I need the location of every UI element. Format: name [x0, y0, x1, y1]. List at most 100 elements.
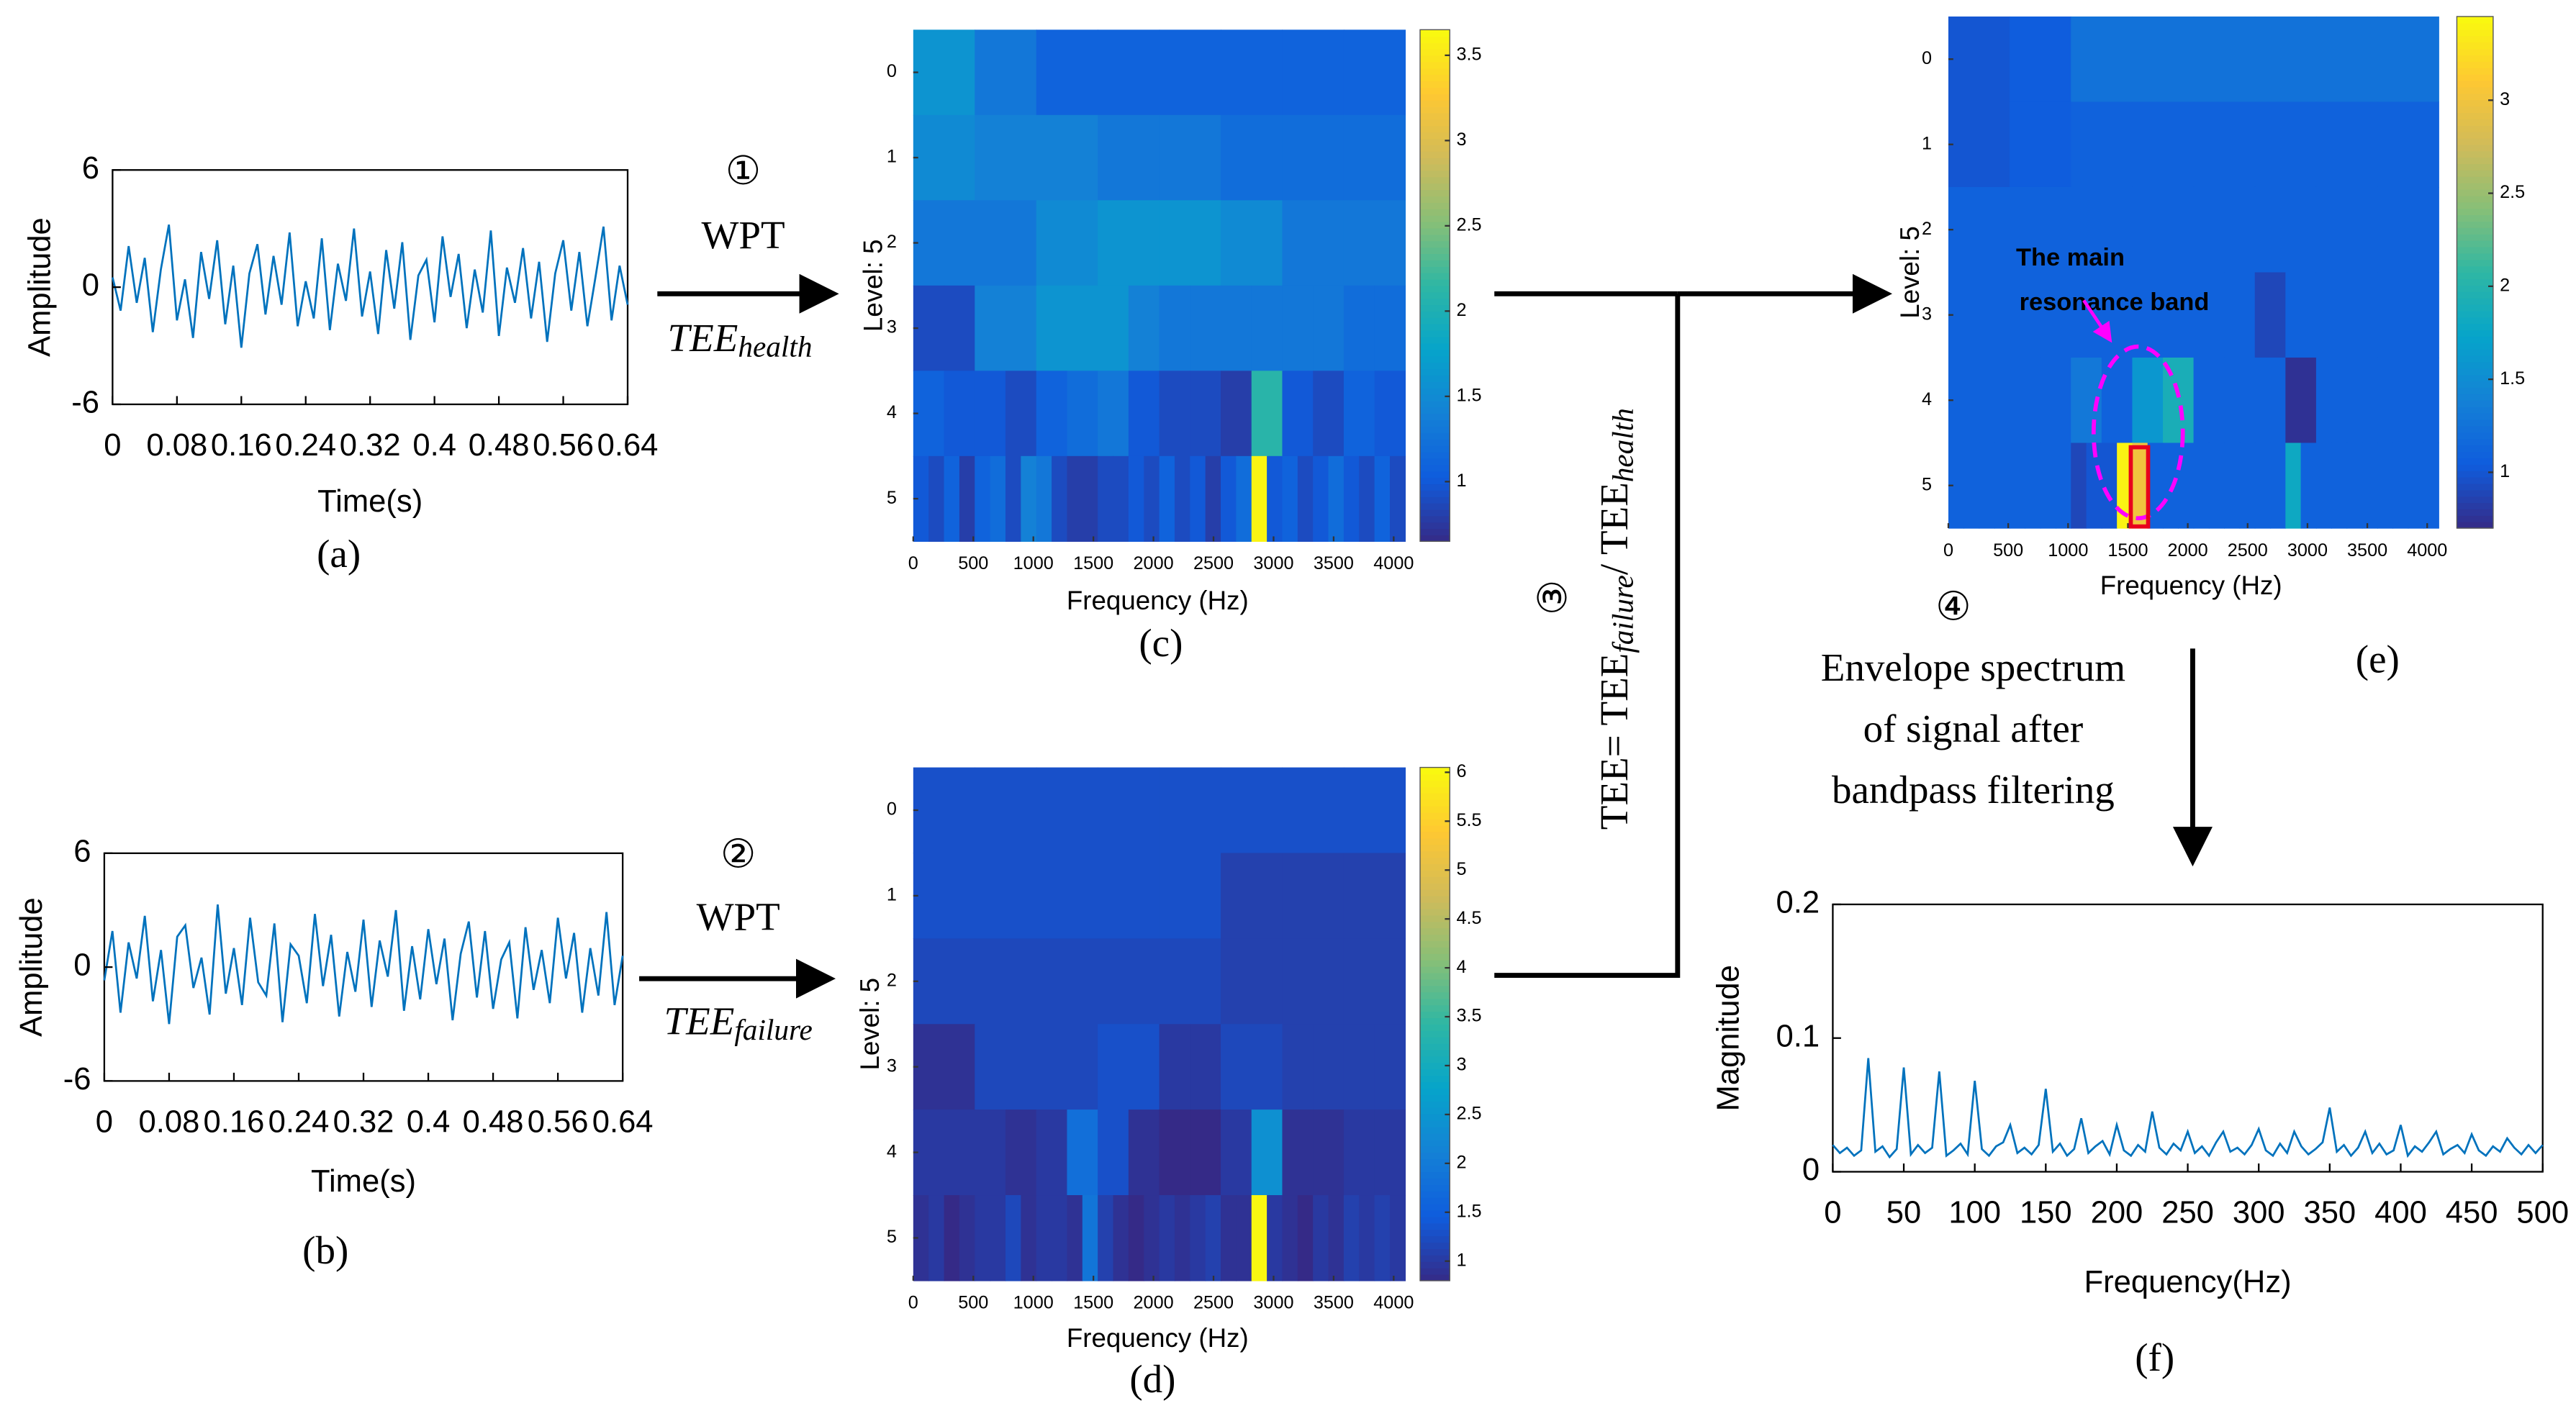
heatmap-cell: [1221, 371, 1252, 457]
colorbar-segment: [2457, 278, 2493, 286]
colorbar-segment: [1419, 1056, 1450, 1063]
y-tick-label: 5: [887, 488, 897, 508]
heatmap-cell: [913, 30, 975, 116]
colorbar-tick-label: 3: [1456, 130, 1466, 150]
y-tick-label: 5: [1922, 474, 1932, 494]
colorbar-segment: [2457, 61, 2493, 68]
heatmap-cell: [1190, 1195, 1206, 1281]
x-tick-label: 0.56: [533, 428, 594, 463]
heatmap-cell: [913, 767, 975, 854]
colorbar-segment: [1419, 1145, 1450, 1153]
heatmap-cell: [1098, 938, 1160, 1025]
heatmap-cell: [2377, 101, 2439, 188]
colorbar-segment: [1419, 1242, 1450, 1250]
colorbar-segment: [1419, 857, 1450, 865]
heatmap-cell: [913, 285, 945, 372]
heatmap-cell: [1994, 442, 2010, 529]
heatmap-cell: [2224, 442, 2241, 529]
heatmap-cell: [1052, 1195, 1068, 1281]
heatmap-cell: [913, 1024, 945, 1110]
heatmap-cell: [1374, 371, 1406, 457]
y-tick-label: 4: [887, 402, 897, 422]
colorbar-segment: [1419, 349, 1450, 357]
highlight-rect: [2128, 445, 2151, 529]
heatmap-cell: [2346, 357, 2378, 444]
heatmap-cell: [2408, 442, 2424, 529]
heatmap-cell: [2010, 101, 2071, 188]
heatmap-cell: [1948, 357, 1980, 444]
heatmap-cell: [913, 455, 929, 543]
colorbar-segment: [1419, 266, 1450, 273]
colorbar-segment: [1419, 1222, 1450, 1230]
heatmap-cell: [2377, 186, 2439, 273]
colorbar-segment: [1419, 786, 1450, 794]
x-tick-label: 0.48: [469, 428, 530, 463]
colorbar-frame: [2456, 16, 2494, 529]
x-tick-label: 0.4: [407, 1105, 451, 1140]
colorbar-segment: [2457, 227, 2493, 235]
heatmap-cell: [975, 853, 1037, 940]
colorbar-segment: [2457, 336, 2493, 343]
colorbar-tick-label: 2: [2500, 276, 2510, 296]
colorbar-segment: [1419, 876, 1450, 884]
colorbar-segment: [1419, 1114, 1450, 1121]
heatmap-cell: [1374, 455, 1391, 543]
colorbar-segment: [1419, 780, 1450, 788]
colorbar-segment: [1419, 793, 1450, 800]
y-tick-label: 6: [73, 834, 91, 868]
heatmap-cell: [1343, 455, 1360, 543]
colorbar-segment: [1419, 240, 1450, 248]
heatmap-cell: [1282, 767, 1345, 854]
colorbar-segment: [1419, 850, 1450, 858]
x-tick-label: 0: [104, 428, 121, 463]
heatmap-cell: [1343, 371, 1375, 457]
colorbar-segment: [1419, 509, 1450, 517]
heatmap-cell: [1174, 455, 1190, 543]
heatmap-cell: [2132, 357, 2164, 444]
x-tick-label: 1000: [2048, 540, 2088, 560]
caption: (b): [302, 1228, 348, 1272]
heatmap-cell: [1282, 853, 1345, 940]
heatmap-cell: [2101, 442, 2118, 529]
colorbar-segment: [1419, 1024, 1450, 1031]
symbol: TEE: [667, 315, 738, 359]
heatmap-cell: [1098, 371, 1129, 457]
colorbar-segment: [2457, 16, 2493, 24]
x-tick-label: 4000: [2407, 540, 2447, 560]
colorbar-segment: [1419, 870, 1450, 877]
colorbar-segment: [1419, 221, 1450, 229]
heatmap-cell: [1389, 1195, 1406, 1281]
colorbar-segment: [1419, 74, 1450, 82]
colorbar-segment: [2457, 451, 2493, 458]
colorbar-segment: [1419, 42, 1450, 50]
colorbar-segment: [1419, 1088, 1450, 1096]
heatmap-cell: [1251, 455, 1267, 543]
heatmap-cell: [975, 455, 991, 543]
x-tick-label: 0: [1824, 1196, 1841, 1230]
heatmap-cell: [1282, 938, 1345, 1025]
caption: (f): [2135, 1335, 2174, 1379]
colorbar-tick-label: 4: [1456, 957, 1466, 977]
colorbar-segment: [2457, 342, 2493, 350]
heatmap-cell: [1067, 285, 1098, 372]
heatmap-cell: [1005, 1109, 1037, 1196]
step-text: of signal after: [1863, 707, 2084, 750]
heatmap-cell: [975, 1109, 1006, 1196]
heatmap-cell: [1328, 455, 1345, 543]
heatmap-cell: [1221, 200, 1283, 286]
heatmap-cell: [1343, 853, 1406, 940]
colorbar-segment: [1419, 400, 1450, 408]
heatmap-cell: [2362, 442, 2378, 529]
heatmap-cell: [1205, 1195, 1221, 1281]
colorbar-segment: [1419, 439, 1450, 446]
x-tick-label: 0.48: [463, 1105, 524, 1140]
colorbar-segment: [2457, 234, 2493, 241]
colorbar-segment: [1419, 1101, 1450, 1108]
heatmap-cell: [1267, 455, 1283, 543]
x-tick-label: 200: [2091, 1196, 2143, 1230]
colorbar-segment: [1419, 484, 1450, 491]
formula-part: TEE= TEE: [1592, 653, 1636, 830]
colorbar-segment: [1419, 145, 1450, 152]
